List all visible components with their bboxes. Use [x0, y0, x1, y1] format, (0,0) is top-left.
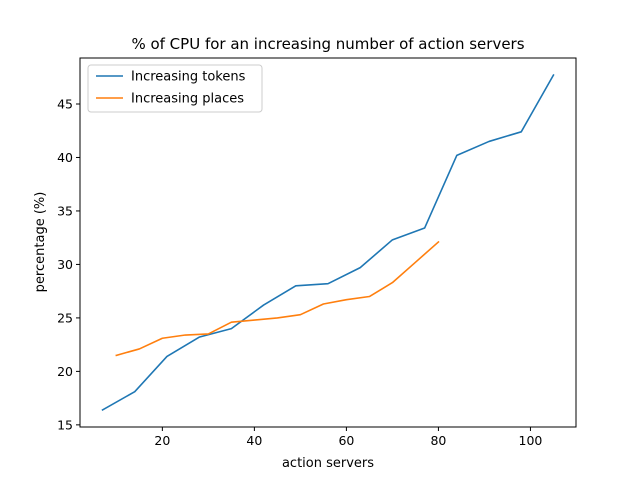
series-line-2: [115, 240, 440, 357]
y-tick-label: 20: [57, 364, 73, 379]
x-tick-label: 20: [154, 433, 170, 448]
plot-frame: [79, 57, 577, 428]
y-tick-label: 40: [57, 150, 73, 165]
legend: Increasing tokens Increasing places: [87, 64, 263, 113]
y-tick-label: 25: [57, 310, 73, 325]
x-tick-label: 40: [246, 433, 262, 448]
legend-label: Increasing tokens: [131, 70, 246, 85]
y-tick-label: 45: [57, 96, 73, 111]
x-tick-label: 60: [338, 433, 354, 448]
x-axis: 20 40 60 80 100: [154, 427, 542, 448]
x-tick-label: 100: [519, 433, 543, 448]
legend-label: Increasing places: [131, 92, 244, 107]
y-axis-label: percentage (%): [33, 192, 48, 293]
series-line-1: [101, 74, 555, 411]
legend-box: [87, 64, 263, 113]
y-tick-label: 35: [57, 203, 73, 218]
y-tick-label: 15: [57, 417, 73, 432]
chart-title: % of CPU for an increasing number of act…: [131, 35, 524, 53]
plot-area: [101, 74, 555, 411]
x-axis-label: action servers: [282, 456, 374, 471]
x-tick-label: 80: [430, 433, 446, 448]
y-axis: 15 20 25 30 35 40 45: [57, 96, 80, 432]
y-tick-label: 30: [57, 257, 73, 272]
